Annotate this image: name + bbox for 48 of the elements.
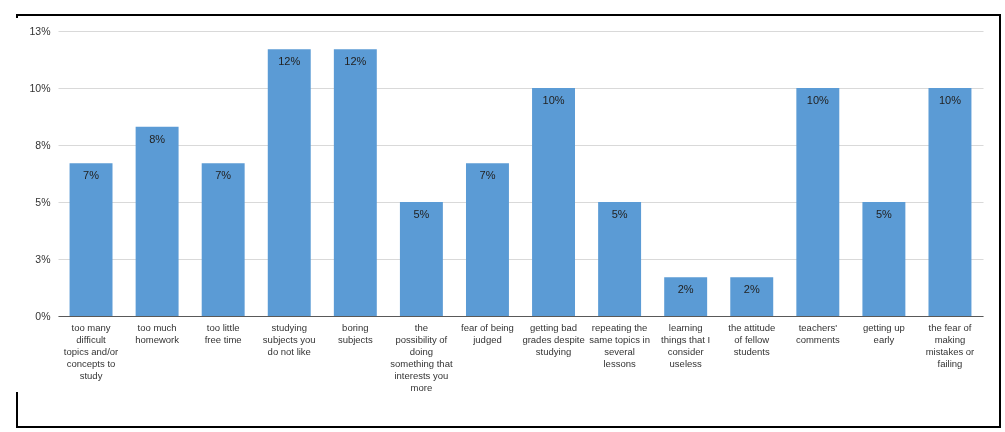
x-tick-label: too little free time	[204, 321, 242, 345]
data-label: 10%	[938, 94, 962, 106]
bar	[201, 163, 245, 316]
x-tick-label: the possibility of doing something that interests you more	[390, 321, 453, 393]
y-tick-label: 8%	[35, 138, 51, 151]
data-label: 7%	[215, 169, 232, 182]
bar	[796, 88, 840, 316]
y-tick-label: 0%	[35, 309, 51, 322]
bar	[862, 202, 906, 316]
bar	[69, 163, 113, 316]
x-tick-label: the fear of making mistakes or failing	[925, 321, 975, 369]
x-tick-label: too much homework	[135, 321, 180, 345]
data-label: 10%	[806, 94, 830, 106]
x-tick-label: the attitude of fellow students	[728, 321, 776, 357]
y-tick-label: 13%	[29, 24, 51, 37]
data-label: 10%	[542, 94, 565, 106]
data-label: 2%	[677, 283, 694, 296]
bar	[730, 277, 774, 316]
x-tick-label: fear of being judged	[461, 321, 514, 345]
y-tick-label: 10%	[29, 81, 51, 94]
bar	[135, 126, 179, 316]
bar	[333, 49, 377, 316]
x-tick-label: repeating the same topics in several lessons	[589, 321, 650, 369]
bar	[664, 277, 708, 316]
x-tick-label: learning things that I consider useless	[661, 321, 711, 369]
x-tick-label: too many difficult topics and/or concepts to study	[63, 321, 119, 381]
bar	[532, 88, 576, 316]
data-label: 7%	[83, 169, 100, 182]
data-label: 12%	[278, 55, 301, 68]
data-label: 2%	[743, 283, 760, 296]
x-tick-label: getting bad grades despite studying	[522, 321, 585, 357]
bar	[928, 88, 972, 316]
data-label: 5%	[611, 208, 628, 220]
x-tick-label: getting up early	[863, 321, 905, 345]
x-tick-label: studying subjects you do not like	[262, 321, 316, 357]
bar	[598, 202, 642, 316]
data-label: 5%	[413, 208, 430, 220]
bar	[267, 49, 311, 316]
data-label: 12%	[344, 55, 367, 68]
bar	[399, 202, 443, 316]
data-label: 5%	[875, 208, 893, 220]
y-tick-label: 5%	[35, 195, 51, 208]
data-label: 8%	[149, 132, 166, 145]
x-tick-label: teachers' comments	[795, 321, 840, 345]
y-tick-label: 3%	[35, 252, 51, 265]
data-label: 7%	[479, 169, 496, 182]
bar	[465, 163, 509, 316]
x-tick-label: boring subjects	[337, 321, 373, 345]
